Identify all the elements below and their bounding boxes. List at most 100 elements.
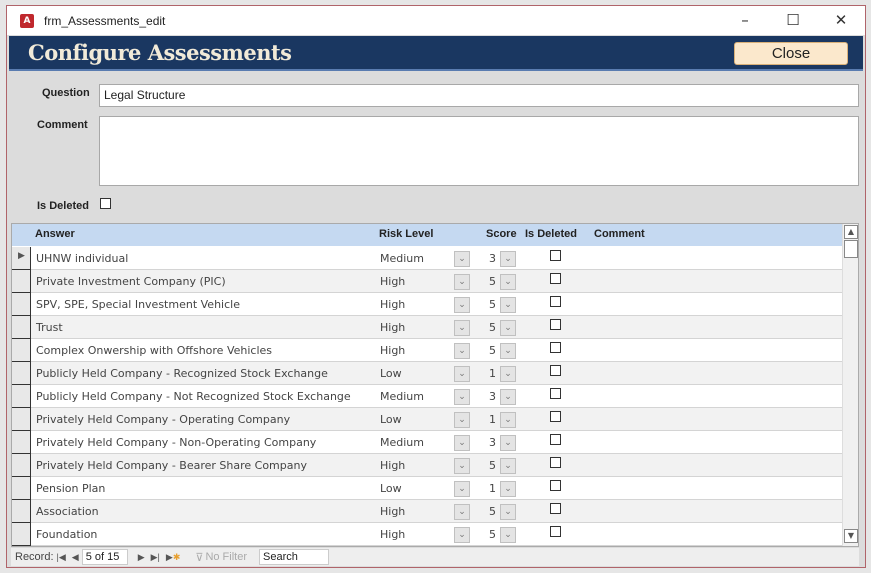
table-row[interactable]: Publicly Held Company - Not Recognized S… (12, 385, 842, 408)
is-deleted-checkbox[interactable] (550, 250, 561, 261)
chevron-down-icon[interactable]: ⌄ (454, 481, 470, 497)
is-deleted-checkbox[interactable] (550, 273, 561, 284)
answer-cell[interactable]: Privately Held Company - Operating Compa… (36, 413, 291, 426)
col-is-deleted[interactable]: Is Deleted (525, 228, 577, 240)
answer-cell[interactable]: Privately Held Company - Bearer Share Co… (36, 459, 307, 472)
is-deleted-checkbox[interactable] (550, 526, 561, 537)
answer-cell[interactable]: Privately Held Company - Non-Operating C… (36, 436, 317, 449)
score-cell[interactable]: 5 (489, 528, 496, 541)
answer-cell[interactable]: Publicly Held Company - Recognized Stock… (36, 367, 328, 380)
next-record-icon[interactable]: ▶ (137, 551, 145, 562)
record-selector[interactable] (12, 477, 31, 500)
answer-cell[interactable]: SPV, SPE, Special Investment Vehicle (36, 298, 240, 311)
table-row[interactable]: ▶ UHNW individual Medium ⌄ 3 ⌄ (12, 247, 842, 270)
chevron-down-icon[interactable]: ⌄ (454, 251, 470, 267)
score-cell[interactable]: 1 (489, 413, 496, 426)
risk-level-cell[interactable]: High (380, 528, 406, 541)
col-answer[interactable]: Answer (35, 228, 75, 240)
chevron-down-icon[interactable]: ⌄ (500, 435, 516, 451)
record-selector[interactable] (12, 408, 31, 431)
table-row[interactable]: Pension Plan Low ⌄ 1 ⌄ (12, 477, 842, 500)
is-deleted-checkbox[interactable] (550, 342, 561, 353)
score-cell[interactable]: 1 (489, 482, 496, 495)
comment-input[interactable] (99, 116, 859, 186)
record-selector[interactable] (12, 500, 31, 523)
table-row[interactable]: Privately Held Company - Bearer Share Co… (12, 454, 842, 477)
chevron-down-icon[interactable]: ⌄ (454, 527, 470, 543)
risk-level-cell[interactable]: Medium (380, 436, 424, 449)
is-deleted-checkbox[interactable] (550, 388, 561, 399)
score-cell[interactable]: 5 (489, 298, 496, 311)
risk-level-cell[interactable]: High (380, 298, 406, 311)
risk-level-cell[interactable]: Low (380, 367, 402, 380)
chevron-down-icon[interactable]: ⌄ (454, 297, 470, 313)
is-deleted-checkbox[interactable] (550, 411, 561, 422)
table-row[interactable]: Private Investment Company (PIC) High ⌄ … (12, 270, 842, 293)
record-selector[interactable] (12, 523, 31, 546)
risk-level-cell[interactable]: High (380, 459, 406, 472)
chevron-down-icon[interactable]: ⌄ (500, 527, 516, 543)
chevron-down-icon[interactable]: ⌄ (500, 366, 516, 382)
chevron-down-icon[interactable]: ⌄ (500, 481, 516, 497)
prev-record-icon[interactable]: ◀ (71, 551, 79, 562)
is-deleted-checkbox[interactable] (550, 296, 561, 307)
is-deleted-checkbox[interactable] (100, 198, 111, 209)
answer-cell[interactable]: Pension Plan (36, 482, 106, 495)
is-deleted-checkbox[interactable] (550, 319, 561, 330)
vertical-scrollbar[interactable]: ▲ ▼ (842, 224, 858, 546)
record-selector[interactable] (12, 316, 31, 339)
table-row[interactable]: Association High ⌄ 5 ⌄ (12, 500, 842, 523)
record-selector[interactable]: ▶ (12, 247, 31, 270)
is-deleted-checkbox[interactable] (550, 434, 561, 445)
risk-level-cell[interactable]: High (380, 275, 406, 288)
table-row[interactable]: Privately Held Company - Non-Operating C… (12, 431, 842, 454)
is-deleted-checkbox[interactable] (550, 503, 561, 514)
score-cell[interactable]: 5 (489, 344, 496, 357)
minimize-button[interactable]: – (741, 11, 749, 29)
maximize-button[interactable]: ☐ (786, 11, 800, 29)
no-filter-button[interactable]: No Filter (205, 551, 247, 563)
record-selector[interactable] (12, 431, 31, 454)
chevron-down-icon[interactable]: ⌄ (454, 412, 470, 428)
table-row[interactable]: Publicly Held Company - Recognized Stock… (12, 362, 842, 385)
score-cell[interactable]: 3 (489, 390, 496, 403)
table-row[interactable]: SPV, SPE, Special Investment Vehicle Hig… (12, 293, 842, 316)
record-selector[interactable] (12, 339, 31, 362)
record-selector[interactable] (12, 385, 31, 408)
search-input[interactable]: Search (259, 549, 329, 565)
risk-level-cell[interactable]: Medium (380, 390, 424, 403)
record-selector[interactable] (12, 293, 31, 316)
answer-cell[interactable]: Foundation (36, 528, 98, 541)
answer-cell[interactable]: Association (36, 505, 99, 518)
chevron-down-icon[interactable]: ⌄ (454, 320, 470, 336)
table-row[interactable]: Complex Onwership with Offshore Vehicles… (12, 339, 842, 362)
risk-level-cell[interactable]: Medium (380, 252, 424, 265)
chevron-down-icon[interactable]: ⌄ (500, 343, 516, 359)
answer-cell[interactable]: Trust (36, 321, 63, 334)
scroll-down-icon[interactable]: ▼ (844, 529, 858, 543)
close-window-button[interactable]: ✕ (834, 11, 848, 29)
risk-level-cell[interactable]: Low (380, 482, 402, 495)
table-row[interactable]: Trust High ⌄ 5 ⌄ (12, 316, 842, 339)
risk-level-cell[interactable]: High (380, 321, 406, 334)
risk-level-cell[interactable]: Low (380, 413, 402, 426)
answer-cell[interactable]: Complex Onwership with Offshore Vehicles (36, 344, 273, 357)
question-input[interactable]: Legal Structure (99, 84, 859, 107)
answer-cell[interactable]: Publicly Held Company - Not Recognized S… (36, 390, 351, 403)
table-row[interactable]: Privately Held Company - Operating Compa… (12, 408, 842, 431)
chevron-down-icon[interactable]: ⌄ (500, 274, 516, 290)
answer-cell[interactable]: UHNW individual (36, 252, 129, 265)
scroll-thumb[interactable] (844, 240, 858, 258)
chevron-down-icon[interactable]: ⌄ (500, 320, 516, 336)
col-comment[interactable]: Comment (594, 228, 645, 240)
first-record-icon[interactable]: |◀ (56, 551, 66, 562)
is-deleted-checkbox[interactable] (550, 480, 561, 491)
score-cell[interactable]: 3 (489, 252, 496, 265)
score-cell[interactable]: 5 (489, 321, 496, 334)
scroll-up-icon[interactable]: ▲ (844, 225, 858, 239)
chevron-down-icon[interactable]: ⌄ (454, 343, 470, 359)
close-button[interactable]: Close (734, 42, 848, 65)
is-deleted-checkbox[interactable] (550, 457, 561, 468)
answer-cell[interactable]: Private Investment Company (PIC) (36, 275, 226, 288)
chevron-down-icon[interactable]: ⌄ (454, 366, 470, 382)
